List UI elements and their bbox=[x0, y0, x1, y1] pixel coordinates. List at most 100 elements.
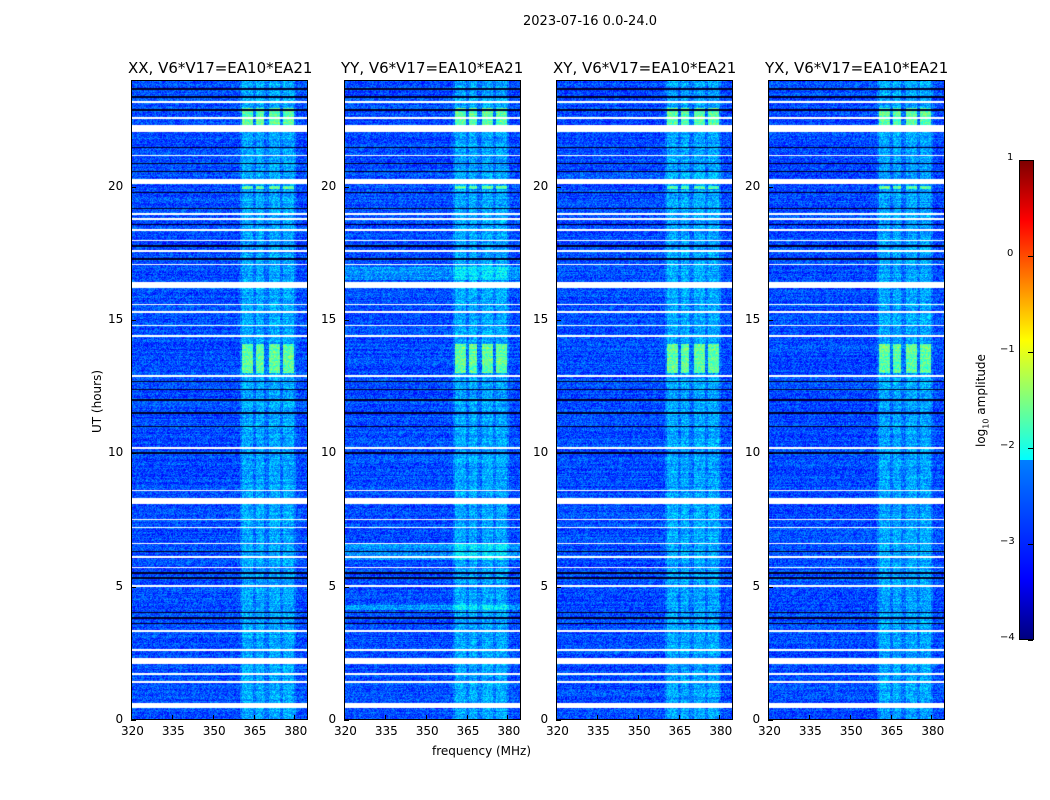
y-tick-mark bbox=[768, 586, 773, 588]
colorbar-tick-mark bbox=[1028, 352, 1033, 353]
x-tick-label: 335 bbox=[586, 724, 610, 738]
y-tick-label: 15 bbox=[745, 312, 761, 326]
x-tick-mark bbox=[466, 715, 468, 720]
y-tick-label: 5 bbox=[752, 578, 761, 593]
colorbar-label: log10 amplitude bbox=[974, 354, 991, 447]
x-tick-mark bbox=[171, 715, 173, 720]
y-tick-mark bbox=[768, 320, 773, 321]
y-tick-label: 15 bbox=[321, 312, 337, 326]
x-tick-mark bbox=[678, 715, 680, 720]
x-tick-label: 335 bbox=[161, 724, 185, 738]
x-tick-mark bbox=[556, 715, 557, 720]
colorbar bbox=[1019, 160, 1034, 640]
y-tick-mark bbox=[768, 720, 773, 721]
y-tick-mark bbox=[556, 320, 561, 321]
waterfall-heatmap bbox=[557, 81, 732, 719]
x-tick-label: 320 bbox=[546, 724, 569, 738]
colorbar-tick-label: −4 bbox=[1000, 632, 1015, 643]
x-tick-label: 320 bbox=[121, 724, 144, 738]
x-tick-mark bbox=[131, 715, 132, 720]
y-tick-mark bbox=[556, 586, 561, 588]
panel-title: YX, V6*V17=EA10*EA21 bbox=[765, 59, 949, 77]
colorbar-tick-label: 1 bbox=[1007, 152, 1014, 163]
x-tick-mark bbox=[890, 715, 892, 720]
y-tick-label: 5 bbox=[540, 578, 549, 593]
y-tick-mark bbox=[556, 186, 561, 188]
x-tick-mark bbox=[719, 715, 721, 720]
y-tick-label: 5 bbox=[115, 578, 124, 593]
x-tick-label: 350 bbox=[839, 724, 863, 738]
x-tick-label: 350 bbox=[627, 724, 651, 738]
x-tick-label: 380 bbox=[921, 724, 945, 738]
x-tick-mark bbox=[768, 715, 769, 720]
y-tick-label: 15 bbox=[108, 312, 124, 326]
x-tick-label: 365 bbox=[456, 724, 480, 738]
y-tick-mark bbox=[344, 186, 349, 188]
figure-title: 2023-07-16 0.0-24.0 bbox=[523, 14, 657, 29]
y-tick-label: 10 bbox=[533, 445, 549, 460]
waterfall-heatmap bbox=[345, 81, 520, 719]
x-tick-label: 365 bbox=[668, 724, 692, 738]
x-axis-label: frequency (MHz) bbox=[432, 744, 532, 758]
x-tick-label: 380 bbox=[284, 724, 308, 738]
x-tick-label: 320 bbox=[334, 724, 357, 738]
y-tick-mark bbox=[131, 586, 136, 588]
x-tick-label: 335 bbox=[374, 724, 398, 738]
x-tick-label: 380 bbox=[497, 724, 521, 738]
waterfall-panel bbox=[768, 80, 945, 720]
colorbar-tick-label: 0 bbox=[1007, 248, 1014, 259]
x-tick-mark bbox=[344, 715, 345, 720]
waterfall-heatmap bbox=[769, 81, 944, 719]
y-tick-label: 0 bbox=[540, 712, 549, 726]
y-tick-mark bbox=[768, 453, 773, 455]
x-tick-mark bbox=[849, 715, 851, 720]
waterfall-panel bbox=[556, 80, 733, 720]
colorbar-tick-mark bbox=[1028, 256, 1033, 257]
y-tick-mark bbox=[131, 320, 136, 321]
y-tick-label: 5 bbox=[328, 578, 337, 593]
y-tick-label: 20 bbox=[321, 178, 337, 193]
y-tick-label: 10 bbox=[321, 445, 337, 460]
y-tick-label: 15 bbox=[533, 312, 549, 326]
colorbar-tick-label: −2 bbox=[1000, 440, 1015, 451]
x-tick-mark bbox=[507, 715, 509, 720]
x-tick-label: 320 bbox=[758, 724, 781, 738]
y-tick-mark bbox=[131, 453, 136, 455]
y-tick-mark bbox=[556, 453, 561, 455]
colorbar-tick-label: −1 bbox=[1000, 344, 1015, 355]
y-tick-label: 10 bbox=[745, 445, 761, 460]
y-tick-mark bbox=[768, 186, 773, 188]
colorbar-tick-mark bbox=[1028, 640, 1033, 641]
y-tick-mark bbox=[556, 720, 561, 721]
x-tick-mark bbox=[596, 715, 598, 720]
y-tick-label: 20 bbox=[108, 178, 124, 193]
panel-title: XY, V6*V17=EA10*EA21 bbox=[553, 59, 737, 77]
x-tick-mark bbox=[808, 715, 810, 720]
y-tick-label: 20 bbox=[533, 178, 549, 193]
colorbar-tick-mark bbox=[1028, 160, 1033, 161]
y-tick-label: 10 bbox=[108, 445, 124, 460]
x-tick-label: 365 bbox=[243, 724, 267, 738]
x-tick-label: 365 bbox=[880, 724, 904, 738]
y-tick-label: 0 bbox=[328, 712, 337, 726]
waterfall-panel bbox=[131, 80, 308, 720]
y-tick-label: 20 bbox=[745, 178, 761, 193]
y-tick-mark bbox=[344, 453, 349, 455]
colorbar-tick-label: −3 bbox=[1000, 536, 1015, 547]
y-tick-mark bbox=[344, 720, 349, 721]
y-tick-mark bbox=[131, 720, 136, 721]
x-tick-mark bbox=[253, 715, 255, 720]
y-tick-label: 0 bbox=[752, 712, 761, 726]
x-tick-label: 335 bbox=[798, 724, 822, 738]
waterfall-heatmap bbox=[132, 81, 307, 719]
colorbar-tick-mark bbox=[1028, 448, 1033, 449]
y-tick-mark bbox=[344, 586, 349, 588]
panel-title: XX, V6*V17=EA10*EA21 bbox=[128, 59, 313, 77]
x-tick-mark bbox=[294, 715, 296, 720]
waterfall-panel bbox=[344, 80, 521, 720]
x-tick-mark bbox=[931, 715, 933, 720]
x-tick-label: 350 bbox=[202, 724, 226, 738]
x-tick-label: 350 bbox=[415, 724, 439, 738]
panel-title: YY, V6*V17=EA10*EA21 bbox=[341, 59, 524, 77]
